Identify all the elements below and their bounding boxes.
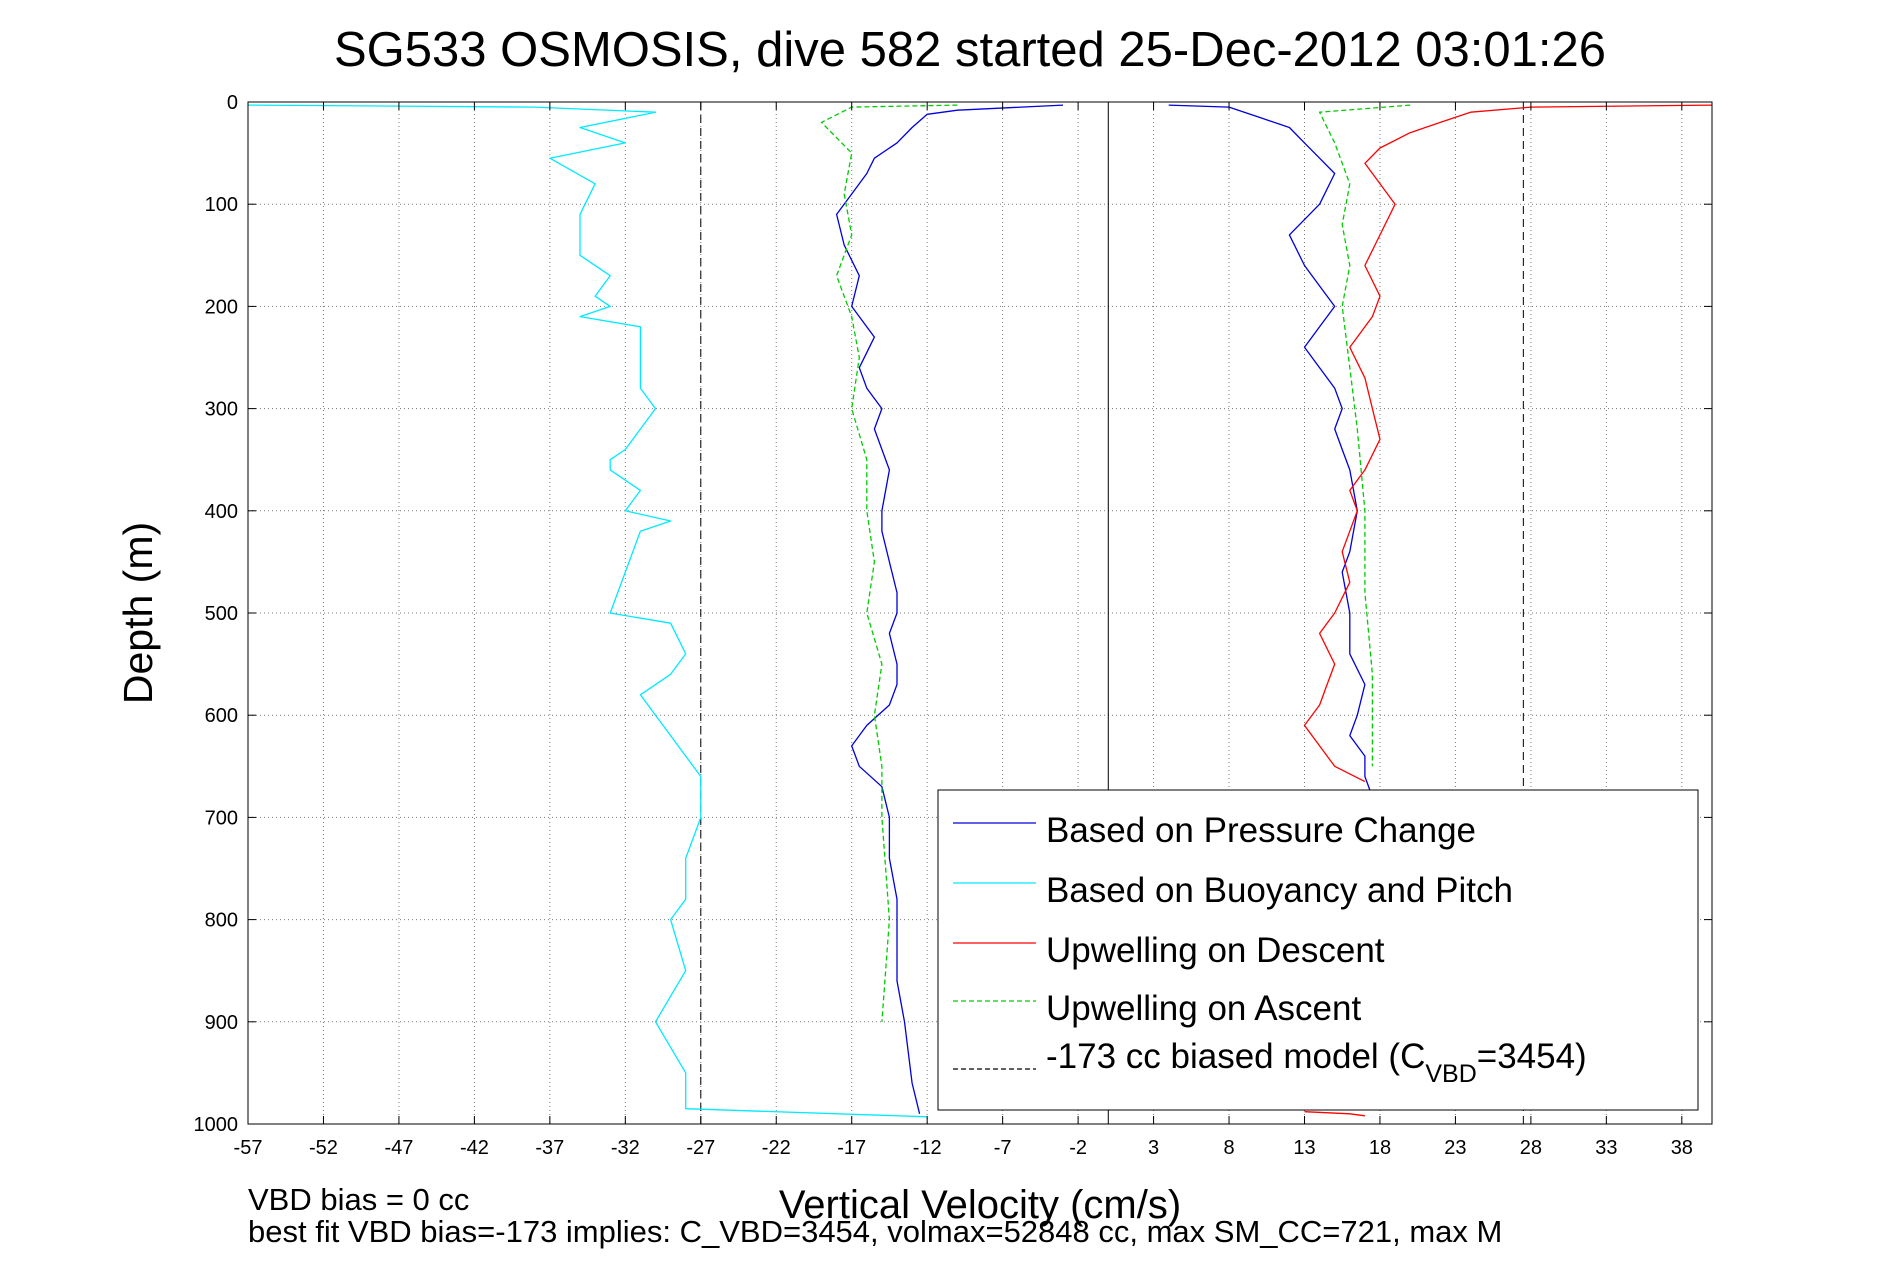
x-tick-label: -2	[1069, 1137, 1087, 1159]
y-tick-label: 0	[227, 92, 238, 114]
legend-label-suffix: =3454)	[1477, 1037, 1587, 1076]
x-tick-label: 13	[1293, 1137, 1315, 1159]
y-tick-label: 200	[205, 296, 238, 318]
series-line	[1303, 104, 1713, 783]
series-line	[247, 104, 928, 1118]
x-tick-label: 8	[1223, 1137, 1234, 1159]
legend-label: Upwelling on Ascent	[1046, 989, 1361, 1028]
legend-entry-upwelling-descent: Upwelling on Descent	[953, 931, 1385, 970]
x-tick-label: -32	[611, 1137, 640, 1159]
legend-entry-buoyancy-pitch: Based on Buoyancy and Pitch	[953, 871, 1513, 910]
y-tick-label: 1000	[194, 1114, 239, 1136]
footer-line-2: best fit VBD bias=-173 implies: C_VBD=34…	[248, 1214, 1502, 1249]
legend-label: Based on Buoyancy and Pitch	[1046, 871, 1513, 910]
x-tick-label: -22	[762, 1137, 791, 1159]
legend-label: Upwelling on Descent	[1046, 931, 1385, 970]
x-tick-label: -27	[686, 1137, 715, 1159]
y-tick-label: 700	[205, 807, 238, 829]
series-layer	[247, 104, 1713, 1118]
series-line	[820, 104, 958, 1022]
x-tick-label: 23	[1444, 1137, 1466, 1159]
legend-label: -173 cc biased model (CVBD=3454)	[1046, 1037, 1587, 1088]
x-tick-label: 38	[1671, 1137, 1693, 1159]
series-line	[1168, 104, 1374, 798]
x-tick-label: -42	[460, 1137, 489, 1159]
y-tick-label: 300	[205, 399, 238, 421]
y-tick-label: 500	[205, 603, 238, 625]
legend-box	[937, 789, 1699, 1111]
legend-entry-upwelling-ascent: Upwelling on Ascent	[953, 989, 1361, 1028]
x-tick-label: -7	[994, 1137, 1012, 1159]
footer-line-1: VBD bias = 0 cc	[248, 1182, 469, 1217]
x-tick-label: 18	[1369, 1137, 1391, 1159]
y-axis-label: Depth (m)	[115, 522, 161, 704]
legend-label-prefix: -173 cc biased model (C	[1046, 1037, 1425, 1076]
x-tick-label: -12	[913, 1137, 942, 1159]
y-tick-label: 400	[205, 501, 238, 523]
x-tick-label: 3	[1148, 1137, 1159, 1159]
y-tick-label: 100	[205, 194, 238, 216]
x-tick-label: -37	[535, 1137, 564, 1159]
x-tick-label: 28	[1520, 1137, 1542, 1159]
legend-entry-biased-model: -173 cc biased model (CVBD=3454)	[953, 1037, 1587, 1088]
chart-title: SG533 OSMOSIS, dive 582 started 25-Dec-2…	[334, 23, 1606, 77]
x-tick-label: -52	[309, 1137, 338, 1159]
series-line	[1304, 1111, 1365, 1117]
legend-label-subscript: VBD	[1425, 1060, 1476, 1088]
y-tick-label: 600	[205, 705, 238, 727]
series-line	[1318, 104, 1411, 767]
legend-entry-pressure-change: Based on Pressure Change	[953, 811, 1476, 850]
legend: Based on Pressure Change Based on Buoyan…	[937, 789, 1699, 1111]
y-tick-label: 800	[205, 910, 238, 932]
y-tick-label: 900	[205, 1012, 238, 1034]
x-tick-label: 33	[1595, 1137, 1617, 1159]
x-axis-label: Vertical Velocity (cm/s)	[779, 1183, 1181, 1227]
legend-label: Based on Pressure Change	[1046, 811, 1476, 850]
x-tick-label: -47	[384, 1137, 413, 1159]
x-tick-label: -17	[837, 1137, 866, 1159]
x-tick-label: -57	[234, 1137, 263, 1159]
ticks: -57 -52 -47 -42 -37 -32 -27 -22 -17 -12 -7 -2 3 8 13 18…	[194, 92, 1712, 1159]
series-line	[835, 104, 1064, 1114]
